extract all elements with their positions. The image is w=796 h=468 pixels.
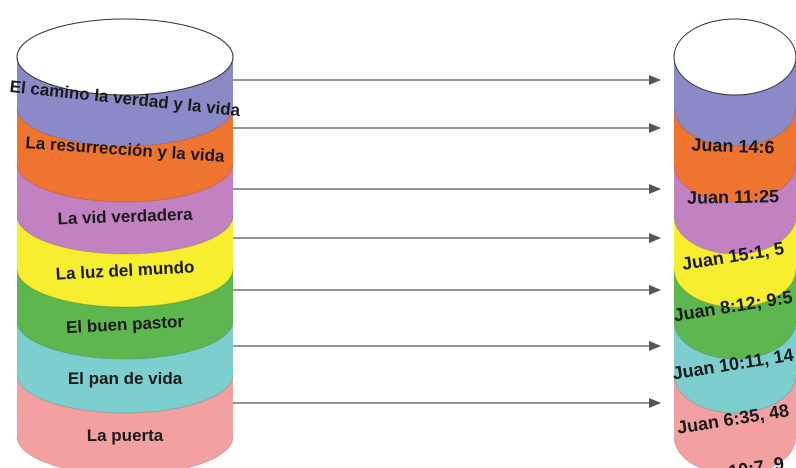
connector-arrows <box>233 75 661 408</box>
right-cylinder <box>673 18 796 468</box>
left-cylinder-band-edge-5 <box>16 320 234 360</box>
right-cylinder-band-edge-3 <box>673 215 796 255</box>
left-cylinder-top-cap <box>16 18 234 96</box>
right-cylinder-band-edge-2 <box>673 163 796 203</box>
left-cylinder-band-edge-2 <box>16 163 234 203</box>
right-cylinder-band-edge-7 <box>673 436 796 468</box>
left-cylinder <box>16 18 234 468</box>
right-band-label-2: Juan 11:25 <box>687 186 779 208</box>
right-cylinder-band-edge-6 <box>673 374 796 414</box>
left-band-label-7: La puerta <box>87 426 164 445</box>
left-cylinder-band-edge-6 <box>16 374 234 414</box>
left-cylinder-band-edge-1 <box>16 107 234 147</box>
right-band-label-1: Juan 14:6 <box>691 135 775 158</box>
left-band-label-3: La vid verdadera <box>57 205 193 229</box>
right-cylinder-band-edge-5 <box>673 320 796 360</box>
right-cylinder-band-edge-1 <box>673 107 796 147</box>
right-cylinder-top-cap <box>673 18 796 96</box>
left-band-label-6: El pan de vida <box>68 369 183 388</box>
left-cylinder-band-edge-7 <box>16 436 234 468</box>
left-cylinder-band-edge-4 <box>16 268 234 308</box>
right-cylinder-band-edge-4 <box>673 268 796 308</box>
left-cylinder-band-edge-3 <box>16 215 234 255</box>
